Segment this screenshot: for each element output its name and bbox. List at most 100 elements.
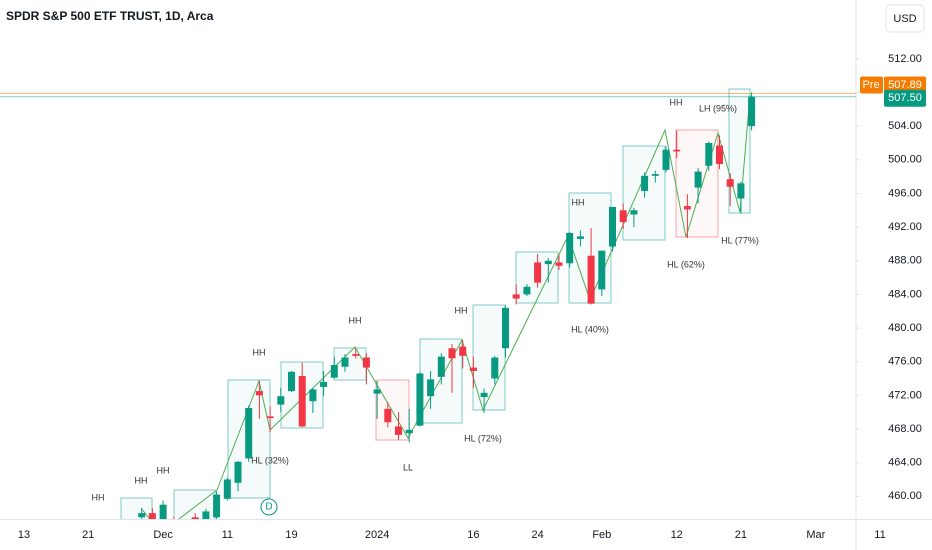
y-tick-label: 492.00 [888,221,922,233]
pattern-label: LL [403,462,413,472]
pre-market-name: Pre [862,79,879,91]
candle-body [459,346,467,356]
candle-body [609,206,616,247]
candle-body [748,96,756,127]
dividend-marker[interactable]: D [265,502,272,513]
zigzag [178,94,751,519]
candle-body [502,307,509,349]
x-tick-label: Mar [806,529,825,541]
y-tick-label: 512.00 [888,53,922,65]
candle-body [651,174,659,176]
candle-body [737,183,745,199]
y-tick-label: 468.00 [888,423,922,435]
candle-body [138,513,146,518]
pattern-label: HH [157,465,170,475]
candle-body [716,145,723,165]
candle-body [298,376,306,427]
pattern-label: HH [455,305,468,315]
y-tick-label: 476.00 [888,356,922,368]
candle-body [362,357,370,368]
candle-body [320,381,328,387]
pattern-label: HH [92,492,105,502]
candle-body [373,389,381,394]
candle-body [352,354,360,356]
y-tick-label: 488.00 [888,255,922,267]
candle-body [641,175,649,191]
candle-body [555,262,563,266]
pre-market-value-tag [884,76,926,94]
pattern-label: HH [135,475,148,485]
candle-body [128,532,135,535]
box [515,251,559,304]
box [333,347,367,381]
candle-body [630,210,638,215]
y-tick-label: 496.00 [888,187,922,199]
candles [128,92,756,535]
candle-body [448,348,456,359]
candle-body [726,179,734,187]
box [120,497,153,519]
candle-body [416,373,424,426]
drawings [120,88,751,519]
candle-body [202,511,210,519]
x-tick-label: 21 [735,529,747,541]
x-tick-label: Feb [592,529,611,541]
y-tick-label: 460.00 [888,490,922,502]
candle-body [619,210,627,223]
candle-body [234,461,242,483]
candle-body [480,392,488,398]
candle-body [673,149,681,152]
y-tick-label: 464.00 [888,457,922,469]
box [728,88,751,214]
candle-body [223,479,231,499]
candle-body [245,407,253,459]
candle-body [566,233,574,264]
candle-body [469,367,477,371]
candle-body [683,206,691,210]
candle-body [191,517,199,519]
candle-body [330,365,338,378]
candle-body [598,250,606,290]
candle-body [662,149,670,170]
candle-body [437,356,445,377]
pattern-label: HH [253,347,266,357]
candle-body [148,513,156,519]
candle-body [534,262,542,283]
candle-body [277,396,285,405]
pattern-label: HL (32%) [251,455,289,465]
x-tick-label: 24 [531,529,543,541]
pattern-label: HL (62%) [667,259,705,269]
candle-body [694,171,702,188]
pattern-label: LH (95%) [699,103,737,113]
candle-body [405,429,413,434]
candle-body [213,494,221,518]
y-tick-label: 484.00 [888,288,922,300]
pre-market-value: 507.89 [888,79,922,91]
candle-body [705,142,713,166]
candle-body [170,522,177,525]
x-tick-label: 12 [671,529,683,541]
x-tick-label: 11 [222,529,233,541]
candle-body [159,504,167,519]
candle-body [491,357,499,379]
candle-body [288,371,295,392]
candle-body [181,525,188,534]
x-tick-label: 19 [285,529,297,541]
candle-body [576,236,584,239]
candle-body [395,426,402,435]
candle-body [341,357,349,367]
x-tick-label: 16 [467,529,479,541]
x-tick-label: 13 [18,529,30,541]
candle-body [544,260,552,265]
candle-body [266,416,274,419]
currency[interactable]: USD [893,13,916,25]
pattern-label: HH [670,97,683,107]
currency-button[interactable] [885,4,925,33]
candle-body [255,391,263,396]
box [472,304,506,411]
pre-market-tag [860,76,883,94]
last-price: 507.50 [888,92,922,104]
dividend-badge[interactable] [260,498,278,516]
